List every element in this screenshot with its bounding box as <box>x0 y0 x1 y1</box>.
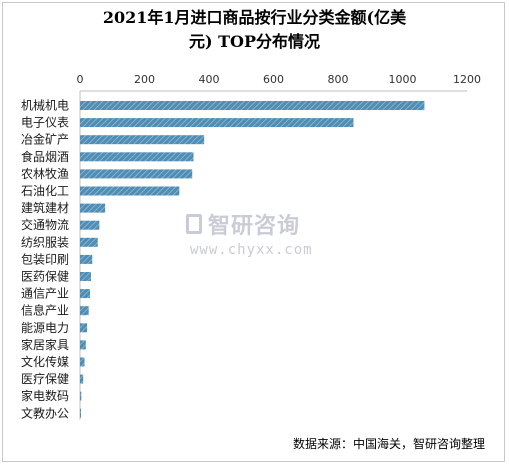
category-label: 农林牧渔 <box>21 167 69 181</box>
x-tick-label: 800 <box>328 73 349 86</box>
x-tick-label: 1200 <box>453 73 481 86</box>
bar <box>80 408 81 418</box>
chart-title-line-1: 2021年1月进口商品按行业分类金额(亿美 <box>102 8 407 27</box>
category-label: 石油化工 <box>21 184 69 198</box>
bar <box>80 340 86 350</box>
bar <box>80 203 106 213</box>
category-label: 文教办公 <box>21 405 69 420</box>
category-label: 家居家具 <box>21 337 69 352</box>
category-label: 通信产业 <box>21 287 69 301</box>
bar <box>80 169 193 179</box>
bar <box>80 306 89 316</box>
bar <box>80 152 194 162</box>
source-note: 数据来源：中国海关，智研咨询整理 <box>292 437 485 451</box>
category-label: 食品烟酒 <box>21 149 69 164</box>
category-label: 文化传媒 <box>21 354 69 369</box>
x-tick-label: 1000 <box>389 73 417 86</box>
chart-frame <box>2 2 505 462</box>
chart-title: 2021年1月进口商品按行业分类金额(亿美 元) TOP分布情况 <box>0 6 509 54</box>
x-tick-label: 0 <box>77 73 84 86</box>
category-label: 包装印刷 <box>21 252 69 266</box>
bar <box>80 357 85 367</box>
bar <box>80 272 91 281</box>
category-label: 冶金矿产 <box>21 132 69 147</box>
bar <box>80 101 425 110</box>
category-label: 医疗保健 <box>21 372 69 386</box>
category-label: 建筑建材 <box>21 200 69 215</box>
bar <box>80 391 82 401</box>
x-tick-label: 600 <box>263 73 284 86</box>
watermark-url: www.chyxx.com <box>190 242 313 258</box>
category-label: 信息产业 <box>21 303 69 318</box>
category-label: 医药保健 <box>21 270 69 284</box>
bar <box>80 118 354 128</box>
bar <box>80 254 93 264</box>
bar <box>80 220 100 230</box>
category-label: 交通物流 <box>21 217 69 232</box>
x-tick-label: 400 <box>199 73 220 86</box>
watermark-logo-icon <box>186 214 202 234</box>
category-label: 能源电力 <box>21 321 69 335</box>
bar <box>80 237 98 247</box>
bar <box>80 374 84 384</box>
bar <box>80 323 88 333</box>
category-label: 电子仪表 <box>21 116 69 130</box>
chart-title-line-2: 元) TOP分布情况 <box>188 32 321 51</box>
bar <box>80 186 180 196</box>
category-label: 机械机电 <box>21 98 69 113</box>
category-label: 家电数码 <box>21 388 69 403</box>
watermark: 智研咨询 www.chyxx.com <box>186 208 313 258</box>
x-tick-label: 200 <box>134 73 155 86</box>
category-label: 纺织服装 <box>21 235 69 249</box>
bar <box>80 135 205 145</box>
watermark-name: 智研咨询 <box>208 214 301 239</box>
bar <box>80 289 90 299</box>
